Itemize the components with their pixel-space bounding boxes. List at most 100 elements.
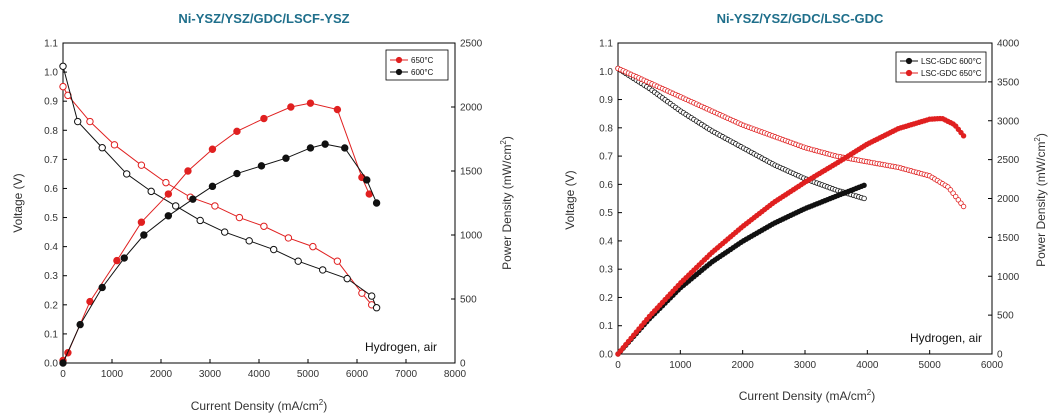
y2-tick-label: 2000 [460, 103, 483, 114]
x-tick-label: 5000 [919, 360, 942, 371]
chart-lsc-gdc: Ni-YSZ/YSZ/GDC/LSC-GDC 0 1000 2000 3000 4000… [563, 11, 1048, 403]
data-point [140, 231, 148, 239]
data-point [306, 99, 315, 107]
y2-tick-label: 0 [460, 359, 466, 370]
y2-axis: 0 500 1000 1500 2000 2500 3000 3500 4000 [988, 39, 1020, 361]
y2-tick-label: 2500 [997, 155, 1020, 166]
data-point [368, 292, 376, 300]
y2-tick-label: 0 [997, 350, 1003, 361]
legend: 650°C 600°C [385, 49, 449, 81]
data-point [86, 297, 94, 306]
data-point [260, 114, 268, 123]
x-axis-label: Current Density (mA/cm2) [739, 388, 875, 403]
data-point [343, 274, 351, 283]
y-axis-label: Voltage (V) [11, 173, 25, 232]
data-point [113, 256, 121, 265]
data-point [319, 266, 327, 274]
chart-title: Ni-YSZ/YSZ/GDC/LSC-GDC [717, 11, 884, 26]
data-point [321, 140, 329, 148]
data-point [306, 144, 315, 152]
data-point [333, 105, 342, 114]
data-point [341, 144, 349, 152]
data-point [184, 167, 192, 175]
data-point [309, 242, 317, 251]
data-point [164, 190, 173, 198]
x-tick-label: 0 [615, 360, 621, 371]
data-point [221, 228, 229, 236]
data-point [282, 154, 290, 162]
y2-tick-label: 1000 [997, 272, 1020, 283]
data-point [172, 202, 180, 210]
y2-tick-label: 1500 [997, 233, 1020, 244]
series-group [615, 65, 967, 357]
y-tick-label: 0.1 [44, 329, 58, 340]
data-point [110, 141, 119, 149]
y-axis: 0.0 0.1 0.2 0.3 0.4 0.5 0.6 0.7 0.8 0.9 1.0 1.1 [599, 39, 622, 361]
legend-label: 650°C [411, 56, 434, 65]
data-point [86, 117, 94, 126]
data-point [372, 304, 381, 312]
data-point [270, 245, 278, 254]
y-tick-label: 0.8 [599, 123, 613, 134]
data-point [284, 234, 293, 242]
data-point [120, 254, 128, 262]
y2-tick-label: 500 [460, 295, 477, 306]
x-tick-label: 2000 [732, 360, 755, 371]
x-tick-label: 1000 [101, 369, 124, 380]
data-point [233, 127, 241, 136]
x-tick-label: 6000 [981, 360, 1004, 371]
y-tick-label: 1.1 [44, 39, 58, 50]
data-point [960, 133, 967, 139]
y-tick-label: 0.5 [599, 208, 613, 219]
y2-axis-label: Power Density (mW/cm2) [499, 136, 514, 270]
data-point [137, 218, 146, 226]
y-tick-label: 1.1 [599, 39, 613, 50]
data-point [233, 169, 241, 178]
x-tick-label: 4000 [856, 360, 879, 371]
series-line [62, 143, 378, 364]
data-point [333, 257, 342, 265]
x-tick-label: 0 [60, 369, 66, 380]
y-tick-label: 0.3 [44, 271, 58, 282]
y-tick-label: 0.0 [44, 359, 58, 370]
x-axis: 0 1000 2000 3000 4000 5000 6000 [615, 350, 1004, 371]
y-tick-label: 0.1 [599, 321, 613, 332]
y2-tick-label: 3500 [997, 77, 1020, 88]
data-point [372, 199, 381, 207]
y-tick-label: 0.2 [44, 300, 58, 311]
data-point [208, 145, 217, 153]
data-point [123, 170, 131, 178]
y-tick-label: 1.0 [44, 68, 58, 79]
data-point [189, 195, 197, 203]
y2-tick-label: 1000 [460, 231, 483, 242]
data-point [59, 82, 67, 91]
data-point [98, 144, 106, 152]
y2-tick-label: 4000 [997, 39, 1020, 50]
y-tick-label: 0.0 [599, 350, 613, 361]
data-point [74, 117, 82, 126]
data-point [960, 203, 967, 210]
y2-tick-label: 2000 [997, 194, 1020, 205]
y2-tick-label: 500 [997, 311, 1014, 322]
data-point [861, 195, 867, 202]
y2-axis-label: Power Density (mW/cm2) [1033, 133, 1048, 267]
x-tick-label: 7000 [395, 369, 418, 380]
y-tick-label: 0.9 [44, 97, 58, 108]
data-point [208, 182, 217, 191]
x-tick-label: 8000 [444, 369, 467, 380]
x-tick-label: 1000 [669, 360, 692, 371]
legend-label: LSC-GDC 650°C [921, 69, 982, 78]
x-axis: 0 1000 2000 3000 4000 5000 6000 7000 8000 [60, 359, 467, 380]
data-point [235, 213, 244, 222]
data-point [211, 202, 219, 210]
data-point [358, 289, 366, 297]
y-tick-label: 0.4 [599, 236, 613, 247]
data-point [363, 176, 371, 184]
plot-frame [62, 42, 456, 364]
y-tick-label: 1.0 [599, 67, 613, 78]
data-point [861, 182, 867, 189]
data-point [76, 320, 84, 329]
y2-tick-label: 3000 [997, 116, 1020, 127]
series-group [59, 62, 381, 367]
